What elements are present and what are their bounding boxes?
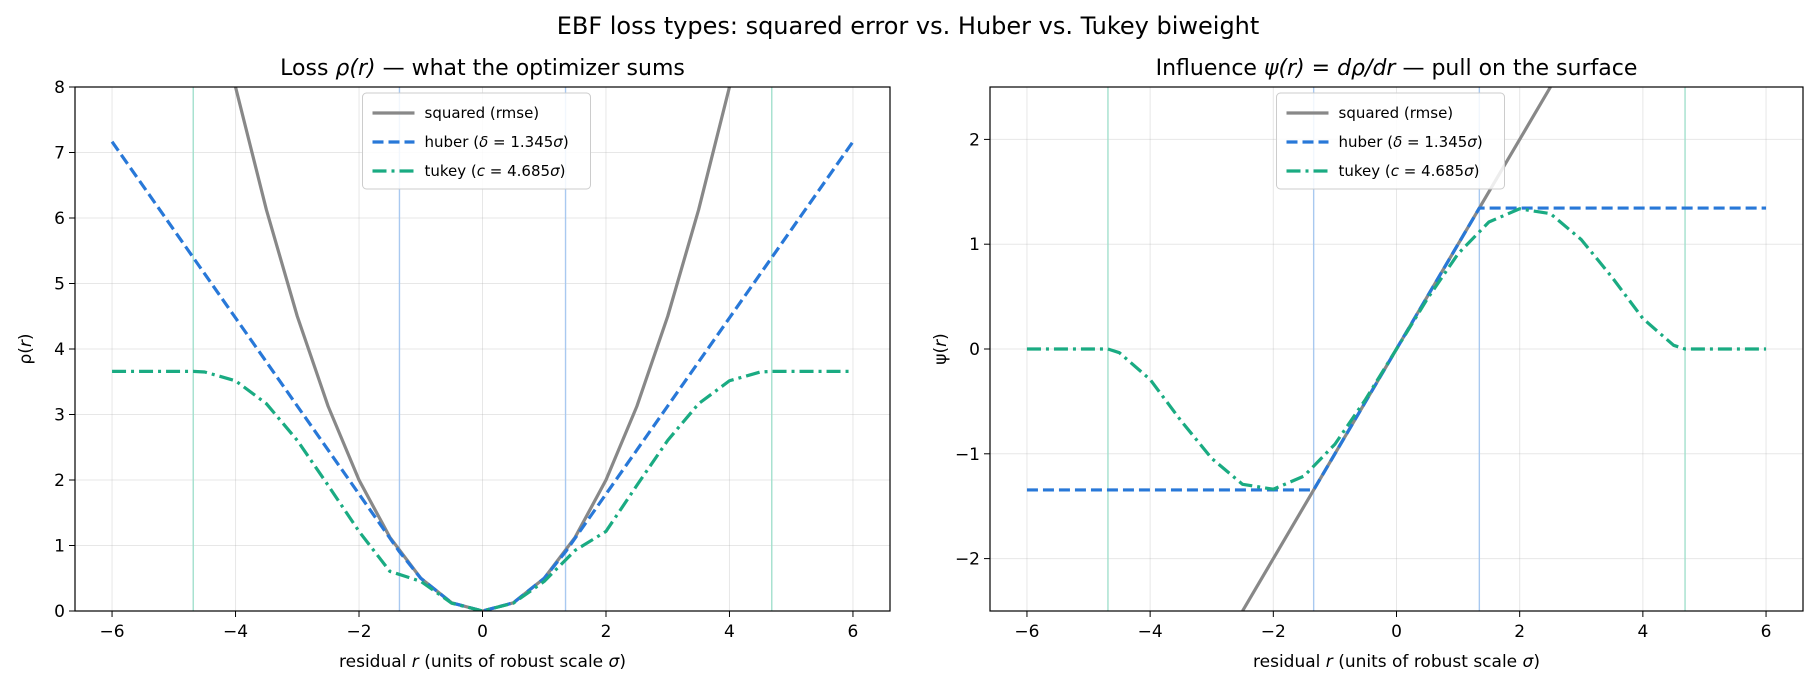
y-tick-label: 6: [54, 209, 65, 229]
x-axis-label: residual r (units of robust scale σ): [339, 652, 626, 672]
series-line-squared: [233, 87, 732, 611]
y-tick-label: 5: [54, 275, 65, 295]
legend-label: huber (δ = 1.345σ): [425, 133, 569, 151]
y-tick-label: 7: [54, 144, 65, 164]
y-tick-label: 2: [54, 471, 65, 491]
legend-label-part: ): [1477, 133, 1483, 151]
panel-title-part: Influence: [1156, 56, 1264, 81]
y-axis-label-part: ): [16, 333, 36, 340]
legend-label-part: c: [477, 162, 486, 180]
y-tick-label: 3: [54, 406, 65, 426]
x-axis-label-part: residual: [1253, 652, 1326, 672]
legend-label-part: = 1.345: [1402, 133, 1467, 151]
legend-label: squared (rmse): [425, 104, 540, 122]
x-tick-label: −2: [346, 622, 371, 642]
legend-label: squared (rmse): [1339, 104, 1454, 122]
x-tick-label: −6: [100, 622, 125, 642]
legend-label-part: σ: [1464, 162, 1474, 180]
x-axis-label-part: (units of robust scale: [419, 652, 609, 672]
y-axis-label-part: r: [931, 339, 951, 347]
legend-label-part: σ: [550, 162, 560, 180]
y-tick-label: 1: [54, 537, 65, 557]
legend: squared (rmse)huber (δ = 1.345σ)tukey (c…: [362, 92, 591, 190]
y-tick-label: 4: [54, 340, 65, 360]
x-axis-label: residual r (units of robust scale σ): [1253, 652, 1540, 672]
legend-label: tukey (c = 4.685σ): [425, 162, 566, 180]
y-tick-label: 1: [969, 235, 980, 255]
legend-label: huber (δ = 1.345σ): [1339, 133, 1483, 151]
y-tick-label: 0: [54, 602, 65, 622]
x-tick-label: 2: [601, 622, 612, 642]
x-tick-label: 4: [1637, 622, 1648, 642]
x-tick-label: 6: [848, 622, 859, 642]
panel-title-part: — what the optimizer sums: [376, 56, 685, 81]
legend-label-part: = 4.685: [1399, 162, 1464, 180]
series-line-tukey: [1026, 207, 1767, 491]
y-axis-label-part: r: [16, 339, 36, 347]
panel-2: −6 −4 −2 0 2 4 6 −2 −1 0 1 2 Influence ψ(r) = dρ/dr …: [931, 56, 1804, 672]
legend-label-part: ): [1474, 162, 1480, 180]
y-axis-label-part: ρ(: [16, 347, 36, 364]
x-axis-label-part: ): [619, 652, 626, 672]
y-axis-label-part: ): [931, 333, 951, 340]
x-tick-label: 2: [1514, 622, 1525, 642]
legend-label-part: σ: [553, 133, 563, 151]
x-tick-label: 4: [724, 622, 735, 642]
legend-label-part: huber (: [425, 133, 480, 151]
legend-label-part: = 1.345: [488, 133, 553, 151]
x-axis-label-part: r: [412, 652, 420, 672]
legend-box: [362, 92, 591, 190]
panel-title: Influence ψ(r) = dρ/dr — pull on the sur…: [1156, 56, 1638, 81]
x-tick-label: 6: [1761, 622, 1772, 642]
y-axis-label: ρ(r): [16, 333, 36, 364]
panel-title-part: ψ(r) = dρ/dr: [1264, 56, 1397, 81]
legend: squared (rmse)huber (δ = 1.345σ)tukey (c…: [1276, 92, 1505, 190]
x-axis-label-part: σ: [1523, 652, 1535, 672]
series-group: [110, 87, 855, 611]
x-tick-label: 0: [477, 622, 488, 642]
legend-label-part: σ: [1467, 133, 1477, 151]
y-tick-label: 0: [969, 340, 980, 360]
legend-label-part: tukey (: [1339, 162, 1391, 180]
y-tick-label: 2: [969, 130, 980, 150]
legend-label-part: squared (rmse): [1339, 104, 1454, 122]
x-tick-label: −4: [1138, 622, 1163, 642]
x-axis-label-part: r: [1326, 652, 1334, 672]
legend-label-part: c: [1391, 162, 1400, 180]
x-tick-label: 0: [1391, 622, 1402, 642]
legend-label-part: ): [563, 133, 569, 151]
y-tick-label: 8: [54, 78, 65, 98]
legend-label-part: = 4.685: [485, 162, 550, 180]
y-axis-label-part: ψ(: [931, 347, 951, 365]
panel-title: Loss ρ(r) — what the optimizer sums: [280, 56, 685, 81]
x-axis-label-part: σ: [609, 652, 621, 672]
legend-label-part: δ: [479, 133, 488, 151]
legend-label: tukey (c = 4.685σ): [1339, 162, 1480, 180]
legend-box: [1276, 92, 1505, 190]
panel-title-part: ρ(r): [335, 56, 375, 81]
series-line-tukey: [112, 369, 853, 611]
legend-label-part: tukey (: [425, 162, 477, 180]
x-tick-label: −6: [1014, 622, 1039, 642]
legend-label-part: huber (: [1339, 133, 1394, 151]
panel-title-part: Loss: [280, 56, 335, 81]
x-axis-label-part: ): [1533, 652, 1540, 672]
legend-label-part: squared (rmse): [425, 104, 540, 122]
legend-label-part: ): [560, 162, 566, 180]
x-axis-label-part: (units of robust scale: [1333, 652, 1523, 672]
x-tick-label: −2: [1261, 622, 1286, 642]
panel-title-part: — pull on the surface: [1395, 56, 1637, 81]
y-axis-label: ψ(r): [931, 333, 951, 365]
y-tick-label: −1: [955, 445, 980, 465]
figure-title: EBF loss types: squared error vs. Huber …: [557, 12, 1260, 40]
x-tick-label: −4: [223, 622, 248, 642]
y-tick-label: −2: [955, 550, 980, 570]
legend-label-part: δ: [1393, 133, 1402, 151]
x-axis-label-part: residual: [339, 652, 412, 672]
